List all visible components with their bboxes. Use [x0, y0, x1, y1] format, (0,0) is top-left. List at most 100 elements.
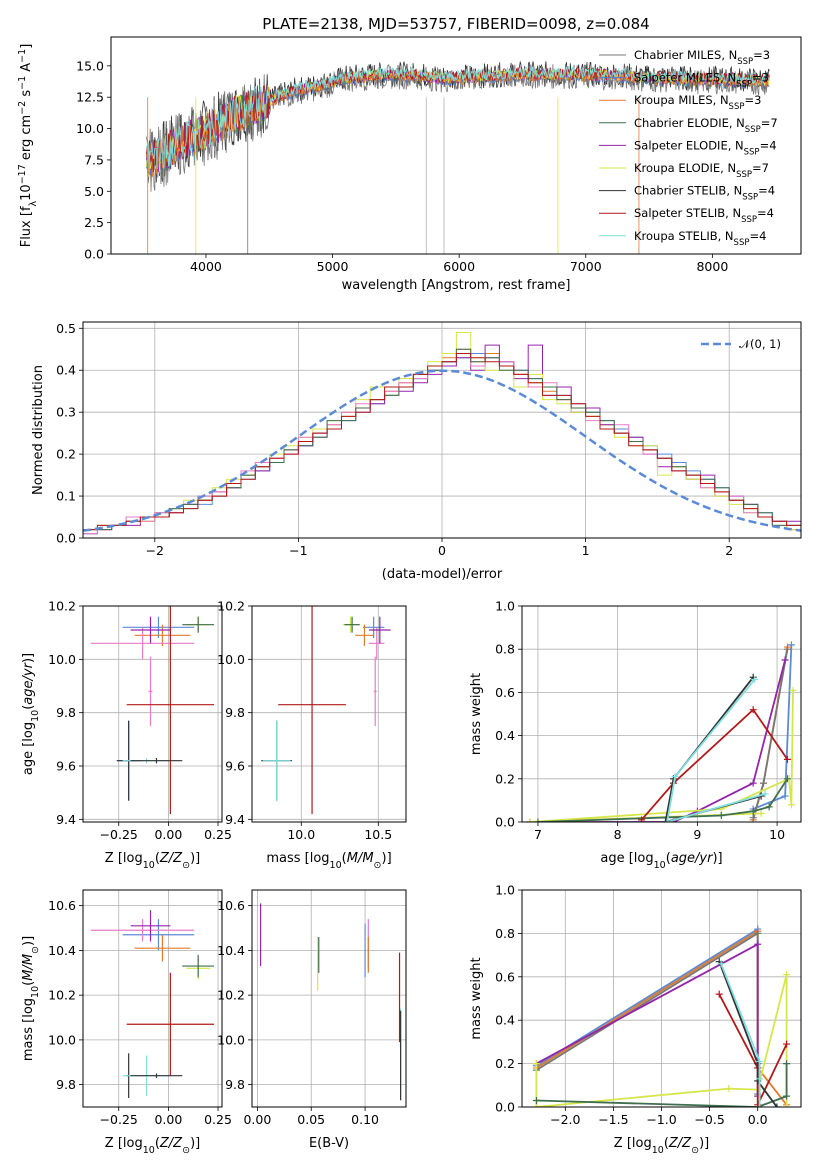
- label-part: )]: [699, 1136, 709, 1151]
- label-part: age/yr: [21, 661, 36, 704]
- weight-marker: [783, 1103, 791, 1107]
- data-point: [344, 616, 360, 633]
- weight-marker: [749, 779, 757, 787]
- weight-marker: [671, 773, 679, 781]
- weight-marker: [661, 818, 669, 822]
- y-tick-label: 5.0: [84, 184, 104, 199]
- weight-marker: [761, 790, 769, 798]
- y-tick-label: 10.6: [217, 898, 245, 913]
- weight-marker: [754, 929, 762, 937]
- weight-line-8: [664, 676, 762, 822]
- label-part: age [log: [600, 851, 653, 866]
- x-tick-label: 9: [693, 827, 701, 842]
- legend-name: Chabrier MILES, N: [634, 48, 737, 62]
- panel-age_vs_mass: 10.0 10.5 9.4 9.6 9.8 10.0 10.2 mass [log10(M/M…: [217, 599, 407, 871]
- y-tick-label: 0.2: [56, 447, 76, 462]
- y-tick-label: 0.6: [495, 969, 515, 984]
- spectrum-line-9: [146, 66, 770, 170]
- x-tick-label: 1: [582, 543, 590, 558]
- y-tick-label: 9.8: [225, 705, 245, 720]
- x-tick-label: 7: [534, 827, 542, 842]
- label-part: A: [19, 63, 34, 76]
- x-tick-label: 10.0: [287, 827, 315, 842]
- legend-label: Chabrier ELODIE, NSSP=7: [634, 116, 778, 135]
- weight-marker: [751, 675, 759, 683]
- label-part: age [log: [21, 722, 36, 775]
- x-tick-label: 0: [438, 543, 446, 558]
- panel-age_vs_Z: −0.25 0.00 0.259.49.69.810.010.2Z [log10(Z…: [21, 599, 232, 871]
- data-point: [126, 606, 215, 814]
- y-tick-label: 10.4: [48, 943, 76, 958]
- legend-name: Salpeter MILES, N: [634, 71, 736, 85]
- legend-name: Kroupa STELIB, N: [634, 229, 734, 243]
- weight-marker: [781, 792, 789, 800]
- label-part: −17: [17, 164, 28, 184]
- legend-sub: SSP: [744, 147, 760, 157]
- plot-area: [146, 60, 770, 254]
- label-part: ⊙: [691, 1145, 699, 1156]
- weight-marker: [638, 816, 646, 822]
- data-point: [182, 954, 215, 978]
- x-tick-label: 8000: [696, 259, 728, 274]
- data-point: [90, 627, 195, 660]
- y-tick-label: 9.6: [56, 759, 76, 774]
- legend-sub: SSP: [737, 57, 753, 67]
- weight-marker: [789, 686, 797, 694]
- x-tick-label: 10.5: [364, 827, 392, 842]
- label-part: Flux [f: [19, 206, 34, 247]
- weight-marker: [756, 1075, 764, 1083]
- x-axis-label: Z [log10(Z/Z⊙)]: [105, 1136, 200, 1156]
- axes-frame: [82, 889, 223, 1108]
- label-part: (: [21, 705, 36, 710]
- y-tick-label: 10.2: [217, 988, 245, 1003]
- y-axis-label: mass weight: [469, 957, 484, 1039]
- y-tick-label: 7.5: [84, 152, 104, 167]
- label-part: Z [log: [614, 1136, 652, 1151]
- y-tick-label: 10.0: [48, 1032, 76, 1047]
- y-tick-label: 0.5: [56, 321, 76, 336]
- label-part: ]: [19, 44, 34, 49]
- data-point: [122, 616, 195, 638]
- label-part: )]: [712, 851, 722, 866]
- y-tick-label: 10.2: [48, 599, 76, 614]
- data-point: [126, 972, 215, 1076]
- x-tick-label: 0.00: [154, 1112, 182, 1127]
- data-point: [373, 656, 377, 726]
- weight-marker: [532, 1103, 540, 1107]
- data-point: [130, 910, 171, 942]
- data-point: [369, 616, 391, 644]
- legend-suffix: =3: [753, 48, 770, 62]
- data-point: [122, 919, 195, 951]
- weight-marker: [532, 1060, 540, 1068]
- data-point: [262, 720, 291, 801]
- legend-label: Kroupa ELODIE, NSSP=7: [634, 161, 769, 180]
- y-tick-label: 10.0: [48, 652, 76, 667]
- y-tick-label: 2.5: [84, 215, 104, 230]
- x-axis-label: Z [log10(Z/Z⊙)]: [614, 1136, 709, 1156]
- legend-sub: SSP: [736, 80, 752, 90]
- plot-area: [261, 606, 391, 814]
- x-axis-label: wavelength [Angstrom, rest frame]: [342, 278, 571, 293]
- data-point: [355, 624, 374, 646]
- x-tick-label: −1: [289, 543, 307, 558]
- legend-label: 𝒩(0, 1): [739, 337, 781, 351]
- y-tick-label: 0.4: [56, 363, 76, 378]
- data-point: [134, 624, 191, 646]
- label-part: ⊙: [182, 860, 190, 871]
- legend-name: Chabrier STELIB, N: [634, 184, 742, 198]
- legend-suffix: =7: [761, 116, 778, 130]
- plot-area: [532, 925, 791, 1107]
- data-point: [182, 616, 215, 633]
- weight-marker: [526, 818, 534, 822]
- y-tick-label: 0.2: [495, 771, 515, 786]
- legend-name: Salpeter ELODIE, N: [634, 138, 744, 152]
- legend-sub: SSP: [734, 238, 750, 248]
- weight-marker: [773, 1103, 781, 1107]
- y-tick-label: 9.4: [56, 812, 76, 827]
- x-tick-label: 0.25: [204, 827, 232, 842]
- axes-frame: [521, 889, 802, 1108]
- weight-marker: [725, 1085, 733, 1093]
- plot-area: [90, 606, 215, 814]
